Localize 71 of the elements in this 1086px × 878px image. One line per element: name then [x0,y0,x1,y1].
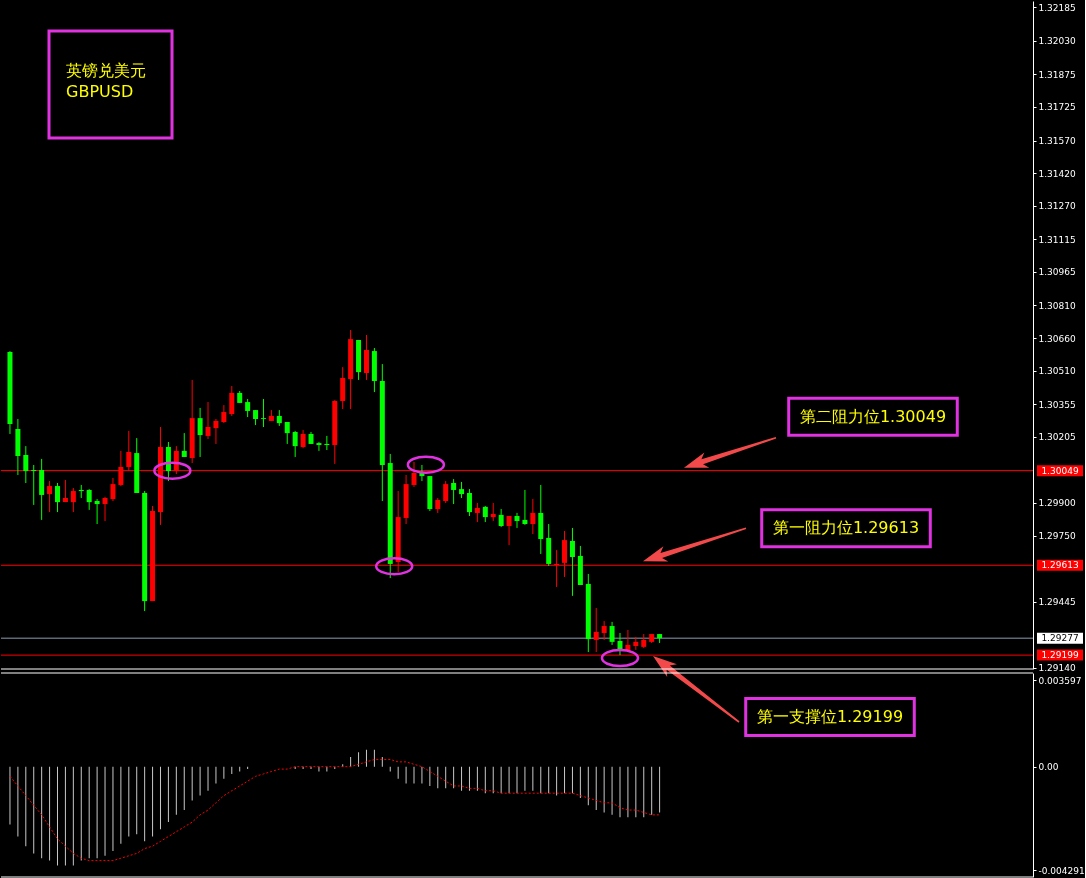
y-tick-label: 0.00 [1038,762,1059,773]
candlestick [490,502,496,522]
candlestick [443,480,449,504]
candlestick [55,482,60,513]
y-tick-label: 1.30965 [1038,267,1076,278]
text: GBPUSD [66,82,134,101]
candlestick [363,334,369,381]
candlestick [205,401,211,440]
candlestick [260,398,266,428]
y-tick-label: 1.30355 [1038,399,1076,410]
y-tick-label: 1.30810 [1038,300,1076,311]
candlestick [324,435,330,451]
y-tick-label: 1.31420 [1038,168,1076,179]
candlestick [86,488,92,511]
y-tick-label: 0.003597 [1038,675,1082,686]
y-tick-label: -0.004291 [1038,865,1085,876]
y-tick-label: 1.29140 [1038,663,1076,674]
candlestick [451,478,457,505]
y-tick-label: 1.30660 [1038,333,1076,344]
candlestick [23,445,29,484]
candlestick [245,398,251,418]
text: 英镑兑美元 [66,61,146,80]
candlestick [522,489,528,526]
candlestick [197,407,203,458]
candlestick [181,432,187,458]
annotation: 第一支撑位1.29199 [756,707,904,726]
ref-line-label: 1.30049 [1041,465,1079,476]
candlestick [601,620,607,641]
annotation: 第一阻力位1.29613 [772,518,920,538]
candlestick [506,515,512,546]
y-tick-label: 1.31115 [1038,234,1076,245]
candlestick [609,621,615,646]
y-tick-label: 1.31570 [1038,136,1076,147]
y-tick-label: 1.29750 [1038,531,1076,542]
ref-line-label: 1.29277 [1041,633,1079,644]
candlestick [221,404,227,424]
candlestick [498,508,504,528]
candlestick [102,496,108,522]
candlestick [213,418,219,445]
candlestick [569,527,575,597]
candlestick [94,498,100,525]
candlestick [292,430,298,458]
candlestick [316,441,322,452]
candlestick [530,498,536,535]
candlestick [411,461,417,488]
ref-line-label: 1.29199 [1041,650,1079,661]
y-tick-label: 1.31725 [1038,102,1076,113]
candlestick [514,512,520,529]
candlestick [284,421,290,445]
y-tick-label: 1.30510 [1038,366,1076,377]
annotation: 第二阻力位1.30049 [799,406,947,426]
y-tick-label: 1.30205 [1038,432,1076,443]
candlestick [466,488,472,517]
ref-line-label: 1.29613 [1041,560,1079,571]
candlestick [474,502,480,523]
candlestick [300,429,306,449]
y-tick-label: 1.32185 [1038,2,1076,13]
candlestick [229,385,235,417]
y-tick-label: 1.29900 [1038,498,1076,509]
candlestick [31,464,37,506]
candlestick [70,487,76,513]
y-tick-label: 1.29445 [1038,597,1076,608]
y-tick-label: 1.31270 [1038,201,1076,212]
candlestick [47,480,53,513]
y-tick-label: 1.31875 [1038,69,1076,80]
line-series [9,758,661,862]
candlestick [110,477,116,502]
candlestick [593,607,599,653]
candlestick [340,366,346,410]
candlestick [78,484,84,499]
y-tick-label: 1.32030 [1038,36,1076,47]
